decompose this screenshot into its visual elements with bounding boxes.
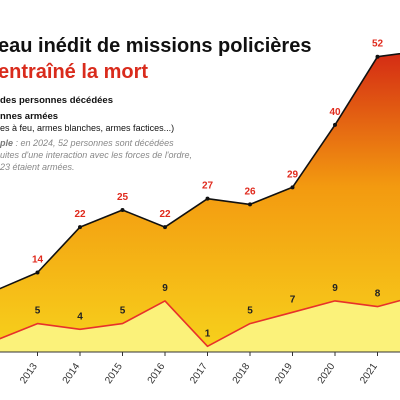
chart-title-line-2: entraîné la mort bbox=[0, 61, 148, 83]
total-series-area bbox=[0, 53, 400, 352]
armed-data-label: 5 bbox=[247, 306, 253, 317]
chart-line-layer bbox=[0, 52, 400, 348]
chart-area-layer bbox=[0, 53, 400, 352]
example-line-3: 23 étaient armées. bbox=[0, 162, 75, 172]
legend-armed-detail: es à feu, armes blanches, armes factices… bbox=[0, 123, 174, 133]
total-point bbox=[78, 225, 82, 230]
x-tick-label: 2021 bbox=[358, 361, 380, 386]
armed-data-label: 9 bbox=[332, 283, 338, 294]
total-point bbox=[375, 54, 380, 59]
total-point bbox=[120, 208, 125, 213]
legend: des personnes décédées nnes armées es à … bbox=[0, 95, 174, 133]
example-line-1: ple : en 2024, 52 personnes sont décédée… bbox=[0, 138, 174, 148]
x-tick-label: 2015 bbox=[103, 361, 125, 386]
x-tick-label: 2014 bbox=[61, 361, 83, 386]
total-point bbox=[205, 196, 210, 201]
armed-data-label: 5 bbox=[35, 306, 41, 317]
armed-data-label: 8 bbox=[375, 289, 381, 300]
chart-label-layer: 14 22 25 22 27 26 29 40 52 5 4 5 9 1 5 7 9 8 bbox=[32, 39, 384, 340]
x-tick-label: 2020 bbox=[316, 361, 338, 386]
armed-data-label: 7 bbox=[290, 294, 296, 305]
example-line-2: uites d'une interaction avec les forces … bbox=[0, 150, 192, 160]
armed-data-label: 4 bbox=[77, 311, 83, 322]
total-point bbox=[163, 225, 167, 230]
legend-armed-label: nnes armées bbox=[0, 111, 58, 122]
x-tick-label: 2013 bbox=[18, 361, 40, 386]
x-tick-label: 2018 bbox=[231, 361, 253, 386]
total-data-label: 29 bbox=[287, 169, 299, 180]
x-tick-label: 2019 bbox=[273, 361, 295, 386]
x-axis: 2012201320142015201620172018201920202021 bbox=[0, 351, 400, 386]
total-data-label: 26 bbox=[244, 186, 256, 197]
armed-data-label: 1 bbox=[205, 328, 211, 339]
total-data-label: 27 bbox=[202, 181, 214, 192]
total-data-label: 22 bbox=[74, 209, 86, 220]
total-data-label: 40 bbox=[329, 107, 341, 118]
armed-data-label: 9 bbox=[162, 283, 168, 294]
total-data-label: 52 bbox=[372, 39, 384, 50]
example-annotation: ple : en 2024, 52 personnes sont décédée… bbox=[0, 138, 192, 172]
legend-total-label: des personnes décédées bbox=[0, 95, 113, 106]
chart-title-line-1: eau inédit de missions policières bbox=[0, 35, 311, 57]
total-point bbox=[333, 122, 337, 127]
x-tick-label: 2017 bbox=[188, 361, 210, 386]
total-point bbox=[35, 270, 40, 275]
armed-series-area bbox=[0, 300, 400, 352]
total-point bbox=[290, 185, 295, 190]
x-tick-label: 2016 bbox=[146, 361, 168, 386]
total-data-label: 25 bbox=[117, 192, 129, 203]
armed-data-label: 5 bbox=[120, 306, 126, 317]
armed-series-line bbox=[0, 299, 400, 348]
total-data-label: 14 bbox=[32, 255, 44, 266]
total-point bbox=[248, 202, 252, 207]
total-data-label: 22 bbox=[159, 209, 171, 220]
